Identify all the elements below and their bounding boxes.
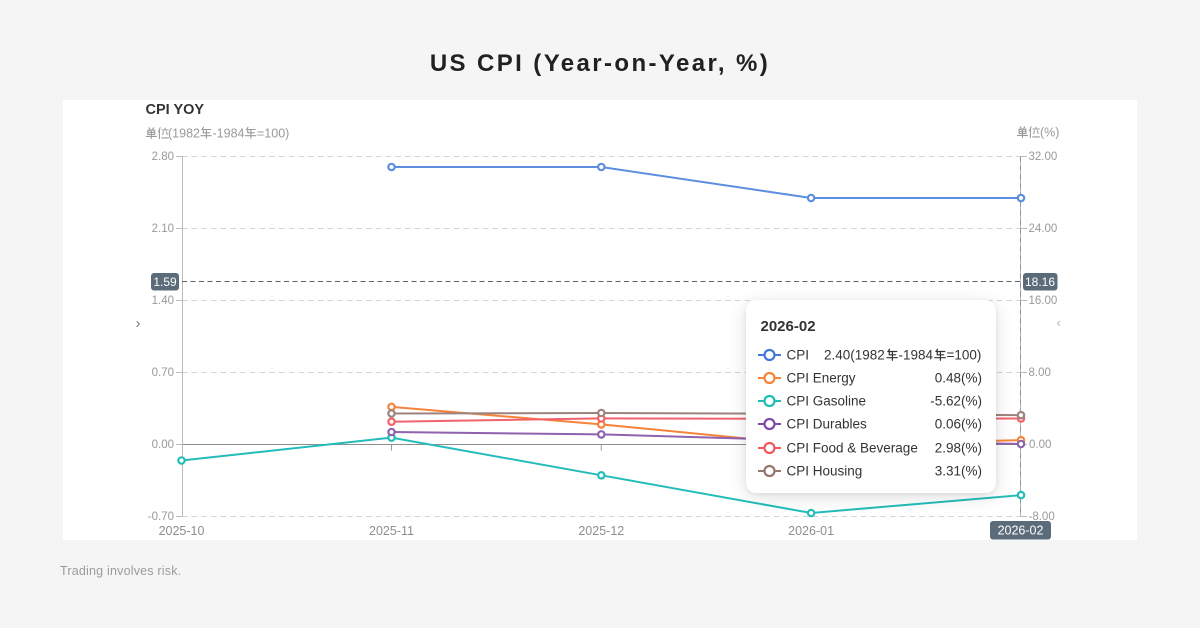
svg-text:16.00: 16.00	[1029, 295, 1058, 307]
svg-text:›: ›	[136, 315, 141, 332]
svg-text:‹: ‹	[1057, 315, 1061, 330]
svg-text:(1982: (1982	[168, 127, 200, 141]
svg-text:2025-12: 2025-12	[578, 524, 624, 538]
svg-text:2.10: 2.10	[152, 223, 174, 235]
svg-text:=100): =100)	[947, 347, 982, 362]
svg-text:=100): =100)	[257, 127, 289, 141]
svg-text:2026-02: 2026-02	[998, 524, 1044, 538]
svg-text:1.40: 1.40	[152, 295, 174, 307]
svg-text:32.00: 32.00	[1029, 151, 1058, 163]
svg-text:18.16: 18.16	[1025, 275, 1055, 289]
svg-text:-0.70: -0.70	[148, 511, 174, 523]
svg-text:2025-11: 2025-11	[369, 524, 414, 538]
svg-text:(%): (%)	[1040, 126, 1059, 140]
svg-text:0.00: 0.00	[152, 439, 174, 451]
svg-text:-1984: -1984	[213, 127, 245, 141]
svg-text:1.59: 1.59	[153, 275, 177, 289]
svg-text:-8.00: -8.00	[1029, 511, 1055, 523]
svg-text:2025-10: 2025-10	[159, 524, 205, 538]
svg-text:2.80: 2.80	[152, 151, 174, 163]
svg-text:0.00: 0.00	[1029, 439, 1051, 451]
svg-text:8.00: 8.00	[1029, 367, 1051, 379]
svg-text:2026-01: 2026-01	[788, 524, 834, 538]
svg-text:-1984: -1984	[899, 347, 934, 362]
svg-text:2.40(1982: 2.40(1982	[824, 347, 885, 362]
svg-text:0.70: 0.70	[152, 367, 174, 379]
svg-text:24.00: 24.00	[1029, 223, 1058, 235]
